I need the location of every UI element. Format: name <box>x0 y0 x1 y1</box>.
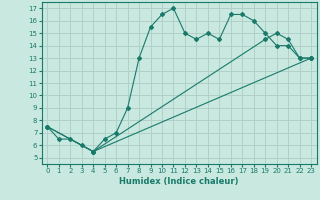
X-axis label: Humidex (Indice chaleur): Humidex (Indice chaleur) <box>119 177 239 186</box>
